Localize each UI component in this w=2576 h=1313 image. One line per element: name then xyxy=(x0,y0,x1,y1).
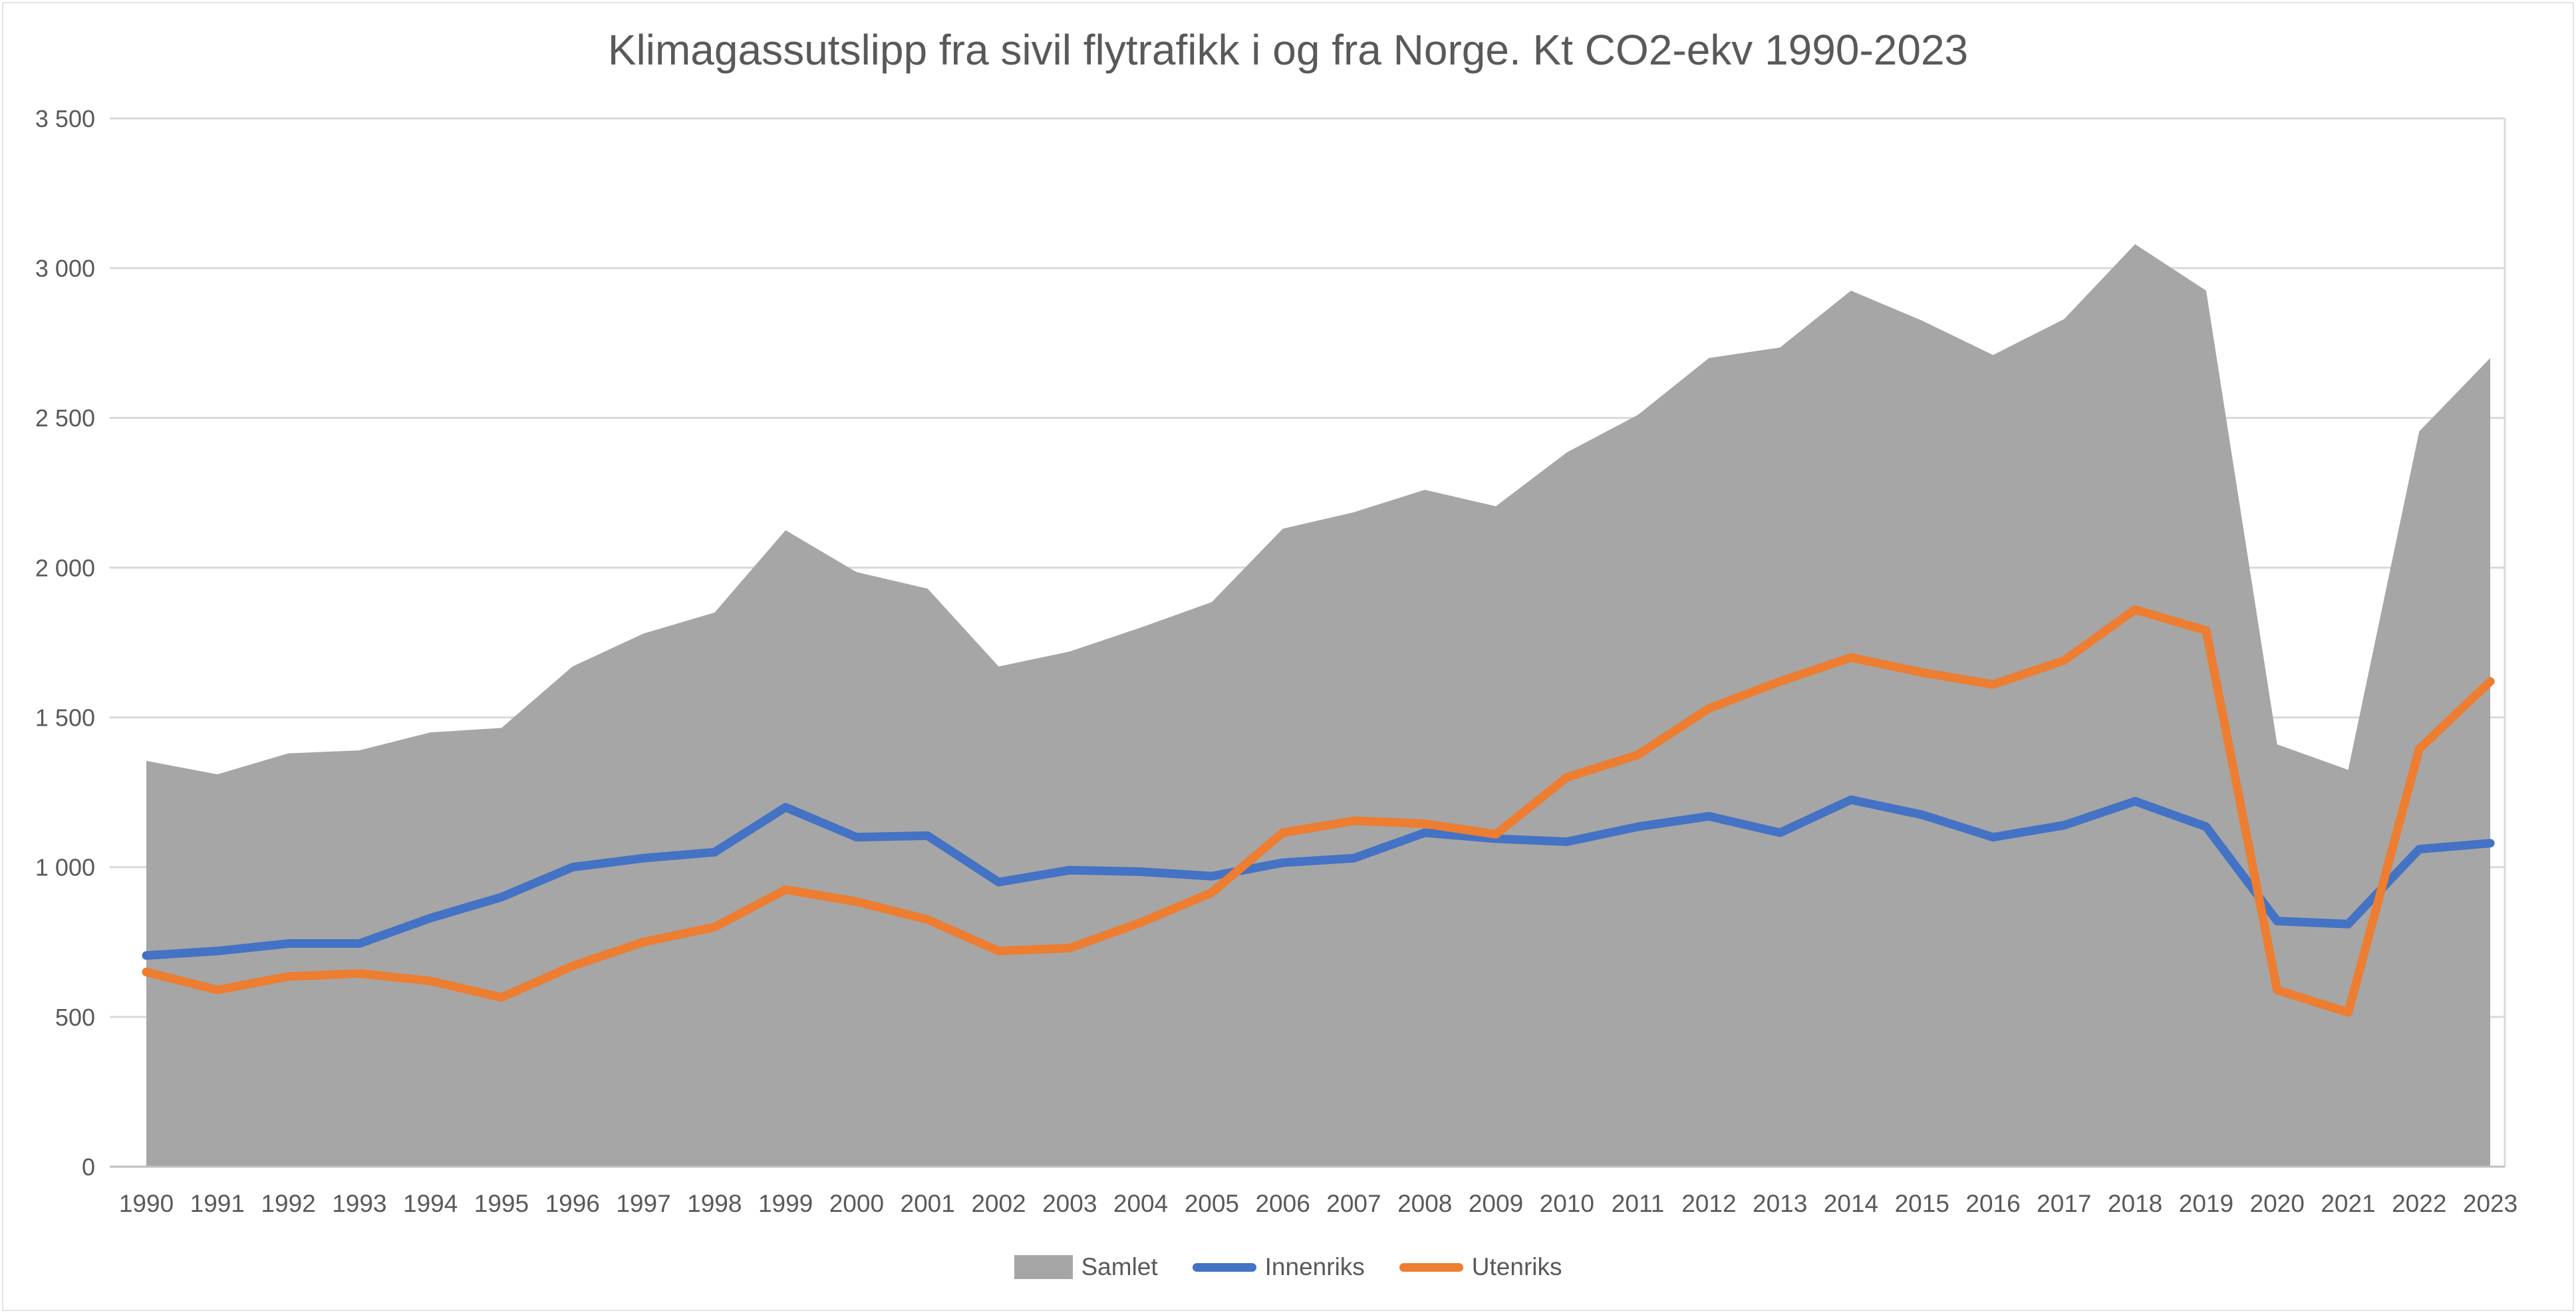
y-axis-tick-label: 3 500 xyxy=(35,105,95,132)
chart-legend: Samlet Innenriks Utenriks xyxy=(0,1253,2576,1281)
x-axis-year-label: 1997 xyxy=(616,1190,670,1217)
legend-item-innenriks: Innenriks xyxy=(1192,1253,1365,1281)
utenriks-line-swatch-icon xyxy=(1399,1262,1463,1272)
legend-label-samlet: Samlet xyxy=(1081,1253,1158,1280)
x-axis-year-label: 2002 xyxy=(971,1190,1026,1217)
x-axis-year-label: 1995 xyxy=(474,1190,529,1217)
x-axis-year-label: 2008 xyxy=(1397,1190,1452,1217)
x-axis-year-label: 1994 xyxy=(403,1190,458,1217)
innenriks-line-series xyxy=(142,795,2495,960)
innenriks-line-swatch-icon xyxy=(1192,1262,1256,1272)
x-axis-year-label: 2011 xyxy=(1612,1190,1665,1217)
x-axis-year-label: 2010 xyxy=(1540,1190,1594,1217)
x-axis-year-label: 2012 xyxy=(1681,1190,1736,1217)
y-axis-tick-label: 0 xyxy=(82,1153,95,1181)
y-axis-tick-label: 2 000 xyxy=(35,554,95,581)
x-axis-year-label: 2023 xyxy=(2463,1190,2517,1217)
x-axis-year-label: 2015 xyxy=(1895,1190,1949,1217)
x-axis-year-label: 2022 xyxy=(2392,1190,2446,1217)
samlet-area-swatch-icon xyxy=(1014,1255,1073,1279)
x-axis-year-label: 2001 xyxy=(901,1190,955,1217)
x-axis-year-label: 2007 xyxy=(1326,1190,1381,1217)
x-axis-year-label: 1996 xyxy=(545,1190,600,1217)
samlet-area-series xyxy=(146,244,2491,1167)
chart-title: Klimagassutslipp fra sivil flytrafikk i … xyxy=(607,26,1969,74)
x-axis-year-label: 2017 xyxy=(2037,1190,2091,1217)
utenriks-line-series xyxy=(142,605,2495,1017)
legend-item-samlet: Samlet xyxy=(1014,1253,1158,1281)
x-axis-year-label: 2019 xyxy=(2179,1190,2233,1217)
x-axis-year-label: 2006 xyxy=(1255,1190,1310,1217)
x-axis-year-label: 1990 xyxy=(119,1190,174,1217)
x-axis-year-label: 2016 xyxy=(1965,1190,2020,1217)
x-axis-year-label: 1999 xyxy=(758,1190,813,1217)
x-axis-year-label: 2005 xyxy=(1185,1190,1239,1217)
x-axis-year-label: 1992 xyxy=(261,1190,315,1217)
x-axis-year-label: 2013 xyxy=(1753,1190,1807,1217)
legend-label-utenriks: Utenriks xyxy=(1471,1253,1562,1280)
y-axis-tick-label: 1 000 xyxy=(35,854,95,881)
x-axis-year-label: 2009 xyxy=(1469,1190,1523,1217)
x-axis-year-label: 1991 xyxy=(190,1190,245,1217)
x-axis-year-label: 2018 xyxy=(2108,1190,2162,1217)
x-axis-year-label: 2020 xyxy=(2250,1190,2305,1217)
x-axis-year-label: 1993 xyxy=(332,1190,386,1217)
y-axis-tick-label: 3 000 xyxy=(35,255,95,282)
x-axis-year-label: 2004 xyxy=(1113,1190,1168,1217)
y-axis-tick-label: 2 500 xyxy=(35,404,95,432)
x-axis-year-label: 2014 xyxy=(1824,1190,1878,1217)
legend-item-utenriks: Utenriks xyxy=(1399,1253,1562,1281)
x-axis-year-label: 1998 xyxy=(687,1190,742,1217)
x-axis-year-label: 2003 xyxy=(1042,1190,1097,1217)
x-axis-year-label: 2000 xyxy=(829,1190,884,1217)
y-axis-tick-label: 1 500 xyxy=(35,704,95,732)
y-axis-tick-label: 500 xyxy=(55,1004,95,1031)
x-axis-year-label: 2021 xyxy=(2321,1190,2375,1217)
legend-label-innenriks: Innenriks xyxy=(1264,1253,1365,1280)
